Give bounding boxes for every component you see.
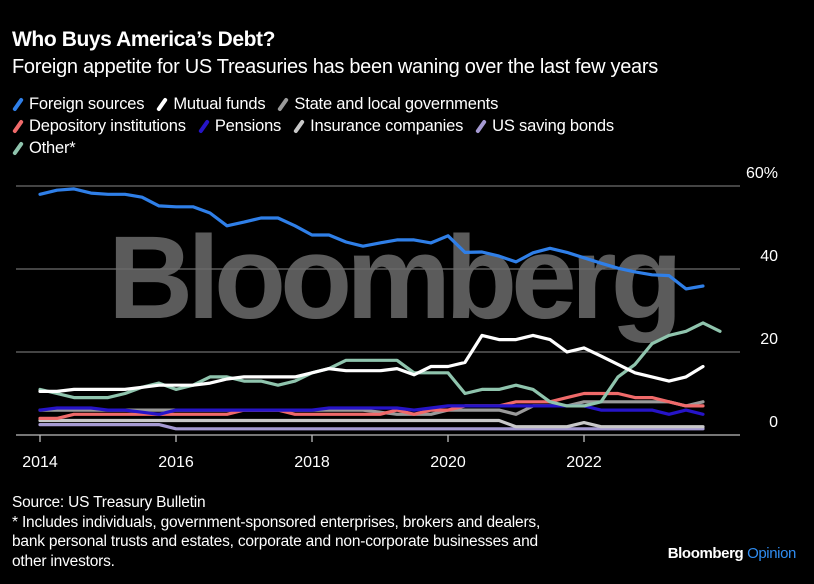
legend-item-depository-institutions: Depository institutions bbox=[12, 115, 186, 137]
brand-sub: Opinion bbox=[747, 545, 796, 562]
legend-label: Insurance companies bbox=[310, 117, 464, 135]
x-tick-label: 2022 bbox=[566, 454, 602, 471]
brand-main: Bloomberg bbox=[667, 545, 744, 562]
legend-item-state-local-governments: State and local governments bbox=[277, 93, 498, 115]
y-tick-label: 20 bbox=[760, 331, 778, 348]
y-tick-label: 60% bbox=[746, 165, 778, 182]
x-axis: 2014 2016 2018 2020 2022 bbox=[22, 435, 602, 471]
legend-item-foreign-sources: Foreign sources bbox=[12, 93, 145, 115]
series-line-state-and-local-governments bbox=[38, 400, 705, 416]
x-tick-label: 2016 bbox=[158, 454, 194, 471]
legend-row: Foreign sources Mutual funds State and l… bbox=[12, 93, 772, 115]
legend-label: US saving bonds bbox=[492, 117, 614, 135]
series-line-us-saving-bonds bbox=[38, 423, 705, 431]
footnote-line: bank personal trusts and estates, corpor… bbox=[12, 533, 538, 550]
legend: Foreign sources Mutual funds State and l… bbox=[12, 93, 772, 159]
footnote-line: * Includes individuals, government-spons… bbox=[12, 513, 541, 531]
series-line-pensions bbox=[38, 404, 705, 416]
series-lines bbox=[38, 187, 722, 431]
legend-item-other: Other* bbox=[12, 137, 76, 159]
legend-item-us-saving-bonds: US saving bonds bbox=[475, 115, 614, 137]
series-line-insurance-companies bbox=[38, 418, 705, 429]
series-line-mutual-funds bbox=[38, 333, 705, 393]
footer: Source: US Treasury Bulletin * Includes … bbox=[12, 493, 540, 571]
legend-row: Other* bbox=[12, 137, 772, 159]
legend-label: Pensions bbox=[214, 117, 282, 135]
y-tick-label: 0 bbox=[769, 414, 778, 431]
legend-item-mutual-funds: Mutual funds bbox=[156, 93, 266, 115]
footnote-line: other investors. bbox=[12, 552, 115, 570]
x-tick-label: 2020 bbox=[430, 454, 466, 471]
legend-item-pensions: Pensions bbox=[197, 115, 282, 137]
legend-label: Mutual funds bbox=[173, 95, 266, 113]
x-tick-label: 2014 bbox=[22, 454, 58, 471]
chart-title: Who Buys America’s Debt? bbox=[12, 28, 276, 51]
legend-label: State and local governments bbox=[294, 95, 499, 113]
legend-label: Other* bbox=[29, 139, 76, 157]
x-tick-label: 2018 bbox=[294, 454, 330, 471]
legend-row: Depository institutions Pensions Insuran… bbox=[12, 115, 772, 137]
legend-item-insurance-companies: Insurance companies bbox=[293, 115, 463, 137]
brand-logo: Bloomberg Opinion bbox=[667, 545, 797, 562]
source-note: Source: US Treasury Bulletin bbox=[12, 494, 206, 511]
legend-label: Foreign sources bbox=[29, 95, 145, 113]
legend-label: Depository institutions bbox=[29, 117, 186, 135]
y-axis: 0 20 40 60% bbox=[746, 165, 778, 431]
y-tick-label: 40 bbox=[760, 248, 778, 265]
chart-subtitle: Foreign appetite for US Treasuries has b… bbox=[12, 56, 658, 78]
series-line-foreign-sources bbox=[38, 187, 705, 291]
watermark: Bloomberg bbox=[108, 212, 677, 344]
